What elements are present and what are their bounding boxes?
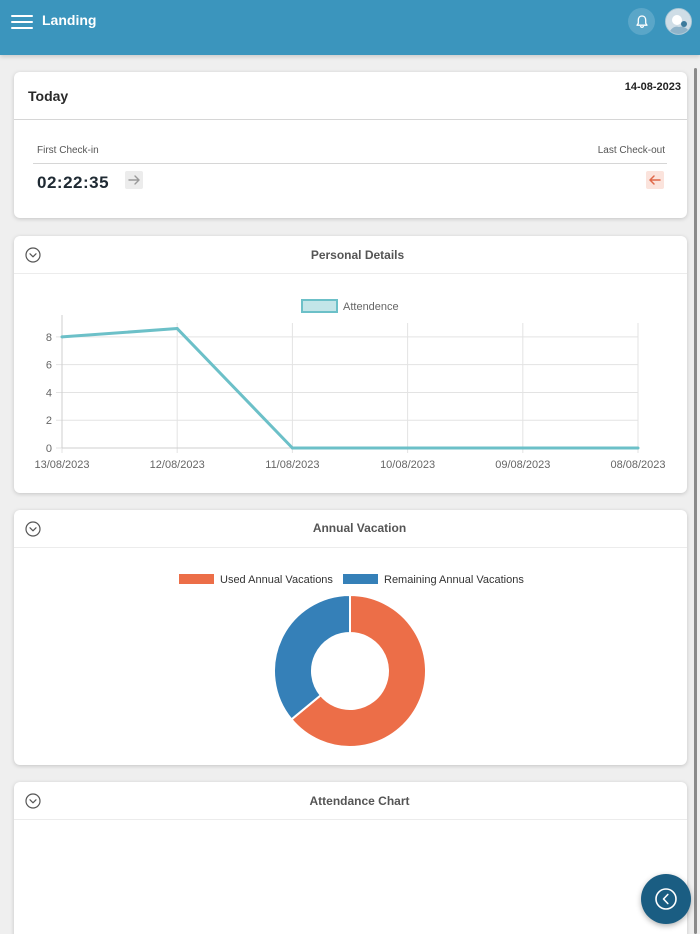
back-fab-button[interactable] — [641, 874, 691, 924]
legend-label: Used Annual Vacations — [220, 574, 333, 586]
legend-label: Attendence — [343, 301, 399, 313]
card-title: Annual Vacation — [312, 521, 407, 535]
today-card: Today 14-08-2023 First Check-in Last Che… — [14, 72, 687, 218]
user-avatar[interactable] — [665, 8, 692, 35]
y-tick-label: 2 — [46, 415, 52, 427]
arrow-left-icon[interactable] — [646, 171, 664, 189]
x-tick-label: 10/08/2023 — [380, 459, 435, 471]
attendance-chart-card: Attendance Chart — [14, 782, 687, 934]
first-checkin-time: 02:22:35 — [37, 173, 110, 192]
annual-vacation-card: Annual Vacation Used Annual Vacations Rem… — [14, 510, 687, 765]
series-line-attendence — [61, 327, 638, 450]
x-tick-label: 08/08/2023 — [610, 459, 665, 471]
legend-swatch — [301, 299, 338, 313]
card-title: Personal Details — [310, 248, 405, 262]
donut-slice-remaining — [273, 593, 351, 721]
card-header: Annual Vacation — [14, 510, 687, 548]
last-checkout-label: Last Check-out — [597, 145, 665, 156]
card-header: Attendance Chart — [14, 782, 687, 820]
x-tick-label: 09/08/2023 — [495, 459, 550, 471]
y-tick-label: 0 — [46, 443, 52, 455]
data-point — [636, 446, 640, 450]
x-tick-label: 13/08/2023 — [34, 459, 89, 471]
data-point — [406, 446, 410, 450]
chevron-left-circle-icon — [655, 888, 677, 910]
bell-icon[interactable] — [628, 8, 655, 35]
attendence-line-chart: Attendence 0 2 4 6 8 13/08/2023 12/08/2023 11/0… — [34, 299, 666, 471]
personal-details-card: Personal Details Attendence 0 2 4 6 8 13/08/2… — [14, 236, 687, 493]
arrow-right-icon[interactable] — [125, 171, 143, 189]
chevron-down-circle-icon[interactable] — [25, 793, 41, 809]
app-bar: Landing — [0, 0, 700, 55]
divider — [33, 163, 667, 164]
card-header: Personal Details — [14, 236, 687, 274]
legend-label: Remaining Annual Vacations — [384, 574, 524, 586]
chevron-down-circle-icon[interactable] — [25, 247, 41, 263]
card-title: Attendance Chart — [309, 794, 410, 808]
y-tick-label: 8 — [46, 332, 52, 344]
today-label: Today — [28, 88, 69, 104]
data-point — [60, 335, 64, 339]
app-title: Landing — [42, 12, 97, 28]
divider — [14, 119, 687, 120]
hamburger-icon[interactable] — [11, 13, 35, 31]
first-checkin-label: First Check-in — [37, 145, 99, 156]
legend-swatch — [179, 574, 214, 584]
data-point — [290, 446, 294, 450]
data-point — [175, 327, 179, 331]
y-tick-label: 6 — [46, 360, 52, 372]
scrollbar[interactable] — [694, 68, 697, 934]
annual-vacation-donut-chart: Used Annual Vacations Remaining Annual Va… — [179, 574, 524, 748]
legend-swatch — [343, 574, 378, 584]
data-point — [521, 446, 525, 450]
today-date: 14-08-2023 — [624, 81, 681, 93]
x-tick-label: 11/08/2023 — [265, 459, 319, 471]
x-tick-label: 12/08/2023 — [150, 459, 205, 471]
y-tick-label: 4 — [46, 387, 52, 399]
donut-slice-used — [290, 593, 427, 748]
chevron-down-circle-icon[interactable] — [25, 521, 41, 537]
